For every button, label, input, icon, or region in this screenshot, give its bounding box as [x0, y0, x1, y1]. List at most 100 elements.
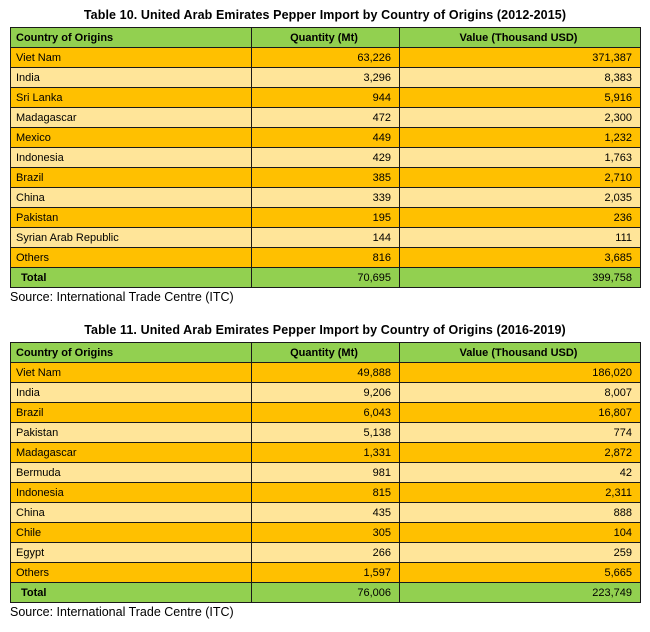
table-11-block: Table 11. United Arab Emirates Pepper Im…	[10, 319, 641, 632]
quantity-cell: 385	[251, 167, 400, 188]
country-cell: Pakistan	[10, 207, 252, 228]
total-value-cell: 399,758	[399, 267, 641, 288]
column-header-country-cell: Country of Origins	[10, 342, 252, 363]
table-row: Bermuda 981 42	[10, 462, 641, 483]
value-cell: 8,007	[399, 382, 641, 403]
table-row: Madagascar 1,331 2,872	[10, 442, 641, 463]
table-row: Mexico 449 1,232	[10, 127, 641, 148]
quantity-cell: 6,043	[251, 402, 400, 423]
quantity-cell: 195	[251, 207, 400, 228]
value-cell: 2,710	[399, 167, 641, 188]
quantity-cell: 435	[251, 502, 400, 523]
country-cell: India	[10, 382, 252, 403]
quantity-cell: 49,888	[251, 362, 400, 383]
value-cell: 236	[399, 207, 641, 228]
pepper-import-table-2012-2015: Country of Origins Quantity (Mt) Value (Th…	[10, 27, 641, 288]
value-cell: 259	[399, 542, 641, 563]
quantity-cell: 472	[251, 107, 400, 128]
table-row: Sri Lanka 944 5,916	[10, 87, 641, 108]
total-quantity-cell: 76,006	[251, 582, 400, 603]
value-cell: 3,685	[399, 247, 641, 268]
value-cell: 2,300	[399, 107, 641, 128]
table-10-block: Table 10. United Arab Emirates Pepper Im…	[10, 4, 641, 317]
value-cell: 16,807	[399, 402, 641, 423]
quantity-cell: 144	[251, 227, 400, 248]
table-row: Pakistan 5,138 774	[10, 422, 641, 443]
quantity-cell: 9,206	[251, 382, 400, 403]
quantity-cell: 429	[251, 147, 400, 168]
header-row: Country of Origins Quantity (Mt) Value (Th…	[10, 342, 641, 363]
table-row: Pakistan 195 236	[10, 207, 641, 228]
column-header-quantity-cell: Quantity (Mt)	[251, 27, 400, 48]
quantity-cell: 944	[251, 87, 400, 108]
value-cell: 8,383	[399, 67, 641, 88]
country-cell: Others	[10, 562, 252, 583]
country-cell: Chile	[10, 522, 252, 543]
header-row: Country of Origins Quantity (Mt) Value (Th…	[10, 27, 641, 48]
column-header-value-cell: Value (Thousand USD)	[399, 27, 641, 48]
country-cell: Brazil	[10, 402, 252, 423]
quantity-cell: 305	[251, 522, 400, 543]
value-cell: 2,872	[399, 442, 641, 463]
table-row: Viet Nam 63,226 371,387	[10, 47, 641, 68]
total-value-cell: 223,749	[399, 582, 641, 603]
quantity-cell: 1,331	[251, 442, 400, 463]
country-cell: Indonesia	[10, 147, 252, 168]
total-country-cell: Total	[10, 582, 252, 603]
value-cell: 104	[399, 522, 641, 543]
table-row: Madagascar 472 2,300	[10, 107, 641, 128]
quantity-cell: 5,138	[251, 422, 400, 443]
table-row: China 435 888	[10, 502, 641, 523]
quantity-cell: 339	[251, 187, 400, 208]
country-cell: Others	[10, 247, 252, 268]
value-cell: 2,311	[399, 482, 641, 503]
country-cell: Egypt	[10, 542, 252, 563]
total-row: Total 76,006 223,749	[10, 582, 641, 603]
country-cell: India	[10, 67, 252, 88]
country-cell: Mexico	[10, 127, 252, 148]
column-header-quantity-cell: Quantity (Mt)	[251, 342, 400, 363]
table-row: Viet Nam 49,888 186,020	[10, 362, 641, 383]
table-row: Chile 305 104	[10, 522, 641, 543]
column-header-country-cell: Country of Origins	[10, 27, 252, 48]
value-cell: 111	[399, 227, 641, 248]
country-cell: Brazil	[10, 167, 252, 188]
document-page: Table 10. United Arab Emirates Pepper Im…	[10, 4, 641, 619]
country-cell: Syrian Arab Republic	[10, 227, 252, 248]
table-row: India 9,206 8,007	[10, 382, 641, 403]
table-row: Brazil 6,043 16,807	[10, 402, 641, 423]
value-cell: 2,035	[399, 187, 641, 208]
column-header-value-cell: Value (Thousand USD)	[399, 342, 641, 363]
total-row: Total 70,695 399,758	[10, 267, 641, 288]
table-row: Syrian Arab Republic 144 111	[10, 227, 641, 248]
value-cell: 186,020	[399, 362, 641, 383]
table-row: Indonesia 429 1,763	[10, 147, 641, 168]
country-cell: Sri Lanka	[10, 87, 252, 108]
country-cell: Viet Nam	[10, 47, 252, 68]
table-row: China 339 2,035	[10, 187, 641, 208]
country-cell: Viet Nam	[10, 362, 252, 383]
quantity-cell: 1,597	[251, 562, 400, 583]
table-11-source-note: Source: International Trade Centre (ITC)	[10, 605, 234, 619]
table-row: Others 1,597 5,665	[10, 562, 641, 583]
quantity-cell: 981	[251, 462, 400, 483]
value-cell: 1,763	[399, 147, 641, 168]
value-cell: 371,387	[399, 47, 641, 68]
country-cell: Pakistan	[10, 422, 252, 443]
total-quantity-cell: 70,695	[251, 267, 400, 288]
quantity-cell: 449	[251, 127, 400, 148]
value-cell: 42	[399, 462, 641, 483]
quantity-cell: 815	[251, 482, 400, 503]
value-cell: 1,232	[399, 127, 641, 148]
total-country-cell: Total	[10, 267, 252, 288]
table-row: Indonesia 815 2,311	[10, 482, 641, 503]
table-row: Egypt 266 259	[10, 542, 641, 563]
value-cell: 5,665	[399, 562, 641, 583]
table-row: India 3,296 8,383	[10, 67, 641, 88]
value-cell: 774	[399, 422, 641, 443]
country-cell: China	[10, 187, 252, 208]
country-cell: Bermuda	[10, 462, 252, 483]
quantity-cell: 266	[251, 542, 400, 563]
pepper-import-table-2016-2019: Country of Origins Quantity (Mt) Value (Th…	[10, 342, 641, 603]
quantity-cell: 3,296	[251, 67, 400, 88]
